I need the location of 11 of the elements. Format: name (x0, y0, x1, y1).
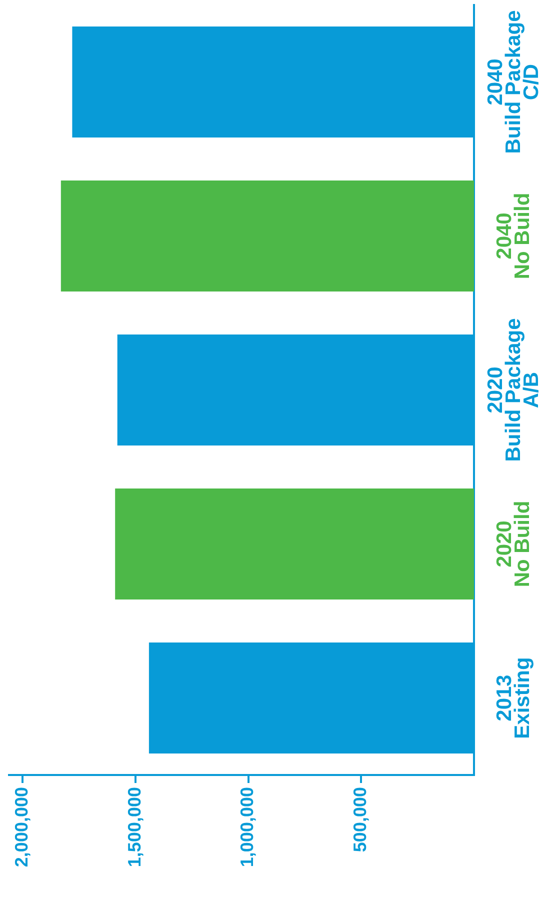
bar (60, 180, 474, 292)
x-tick-label: 500,000 (350, 787, 370, 852)
bar (115, 488, 474, 600)
y-tick-label: 2020 No Build (492, 500, 534, 588)
y-tick-label: 2020 Build Package A/B (484, 318, 543, 462)
y-tick-label: 2040 No Build (492, 192, 534, 280)
x-tick-label: 2,000,000 (12, 787, 32, 868)
x-tick-label: 1,500,000 (124, 787, 144, 868)
x-tick-label: 1,000,000 (237, 787, 258, 868)
y-tick-label: 2013 Existing (492, 657, 534, 739)
y-tick-label: 2040 Build Package C/D (484, 10, 543, 154)
